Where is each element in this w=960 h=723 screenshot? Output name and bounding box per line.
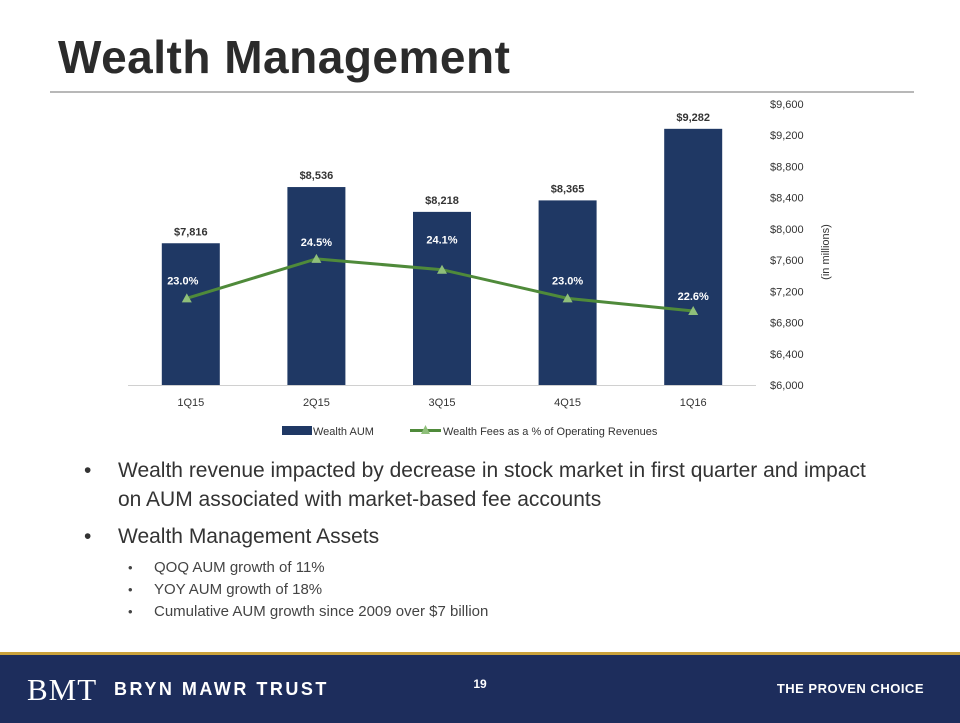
sub-bullet-cumulative: Cumulative AUM growth since 2009 over $7… [118, 601, 884, 623]
bar-data-label: $8,365 [551, 183, 585, 195]
line-data-label: 23.0% [552, 275, 583, 287]
y-tick-label: $8,800 [770, 161, 804, 173]
bar-wealth-aum [287, 187, 346, 385]
line-data-label: 22.6% [678, 291, 709, 303]
bar-data-label: $9,282 [676, 112, 710, 124]
bmt-logo-mark: BMT [27, 672, 98, 707]
line-marker [437, 264, 447, 274]
y-tick-label: $6,400 [770, 349, 804, 361]
legend-label-aum: Wealth AUM [313, 426, 374, 438]
line-marker [311, 253, 322, 263]
bullet-revenue-text: Wealth revenue impacted by decrease in s… [118, 459, 866, 511]
y-tick-label: $6,800 [770, 318, 804, 330]
bar-data-label: $8,218 [425, 195, 459, 207]
legend-label-fees: Wealth Fees as a % of Operating Revenues [443, 426, 658, 438]
x-tick-label: 1Q16 [680, 397, 707, 409]
page-title: Wealth Management [58, 31, 511, 83]
legend-swatch-bar [282, 426, 312, 435]
line-data-label: 23.0% [167, 275, 198, 287]
page-number: 19 [473, 677, 487, 691]
y-tick-label: $9,200 [770, 130, 804, 142]
y-tick-label: $8,000 [770, 224, 804, 236]
line-data-label: 24.1% [426, 235, 457, 247]
bullet-assets-text: Wealth Management Assets [118, 525, 380, 548]
title-divider [50, 91, 914, 93]
bar-wealth-aum [664, 128, 723, 386]
x-tick-label: 1Q15 [177, 397, 204, 409]
y-tick-label: $8,400 [770, 193, 804, 205]
tagline: THE PROVEN CHOICE [776, 681, 924, 696]
x-tick-label: 3Q15 [429, 397, 456, 409]
footer-bar: BMT BRYN MAWR TRUST 19 THE PROVEN CHOICE [0, 652, 960, 723]
line-marker [688, 306, 699, 316]
y-axis-title: (in millions) [820, 224, 832, 280]
sub-bullet-list: QOQ AUM growth of 11% YOY AUM growth of … [118, 557, 884, 623]
sub-bullet-yoy: YOY AUM growth of 18% [118, 579, 884, 601]
y-tick-label: $7,600 [770, 255, 804, 267]
y-tick-label: $6,000 [770, 380, 804, 392]
bullet-revenue: Wealth revenue impacted by decrease in s… [84, 456, 884, 514]
x-tick-label: 2Q15 [303, 397, 330, 409]
bar-wealth-aum [413, 211, 471, 385]
line-data-label: 24.5% [301, 237, 332, 249]
line-marker [562, 293, 573, 303]
bullet-list: Wealth revenue impacted by decrease in s… [84, 456, 884, 631]
wealth-chart: $6,000 $6,400 $6,800 $7,200 $7,600 $8,000 $8,4… [128, 99, 832, 438]
y-tick-label: $7,200 [770, 286, 804, 298]
bmt-logo-text: BRYN MAWR TRUST [114, 679, 329, 699]
legend-swatch-marker [421, 425, 430, 434]
bullet-assets: Wealth Management Assets QOQ AUM growth … [84, 522, 884, 623]
bar-data-label: $8,536 [300, 170, 334, 182]
x-tick-label: 4Q15 [554, 397, 581, 409]
bar-wealth-aum [161, 243, 220, 385]
bar-data-label: $7,816 [174, 226, 208, 238]
line-marker [181, 293, 192, 303]
sub-bullet-qoq: QOQ AUM growth of 11% [118, 557, 884, 579]
y-tick-label: $9,600 [770, 99, 804, 111]
